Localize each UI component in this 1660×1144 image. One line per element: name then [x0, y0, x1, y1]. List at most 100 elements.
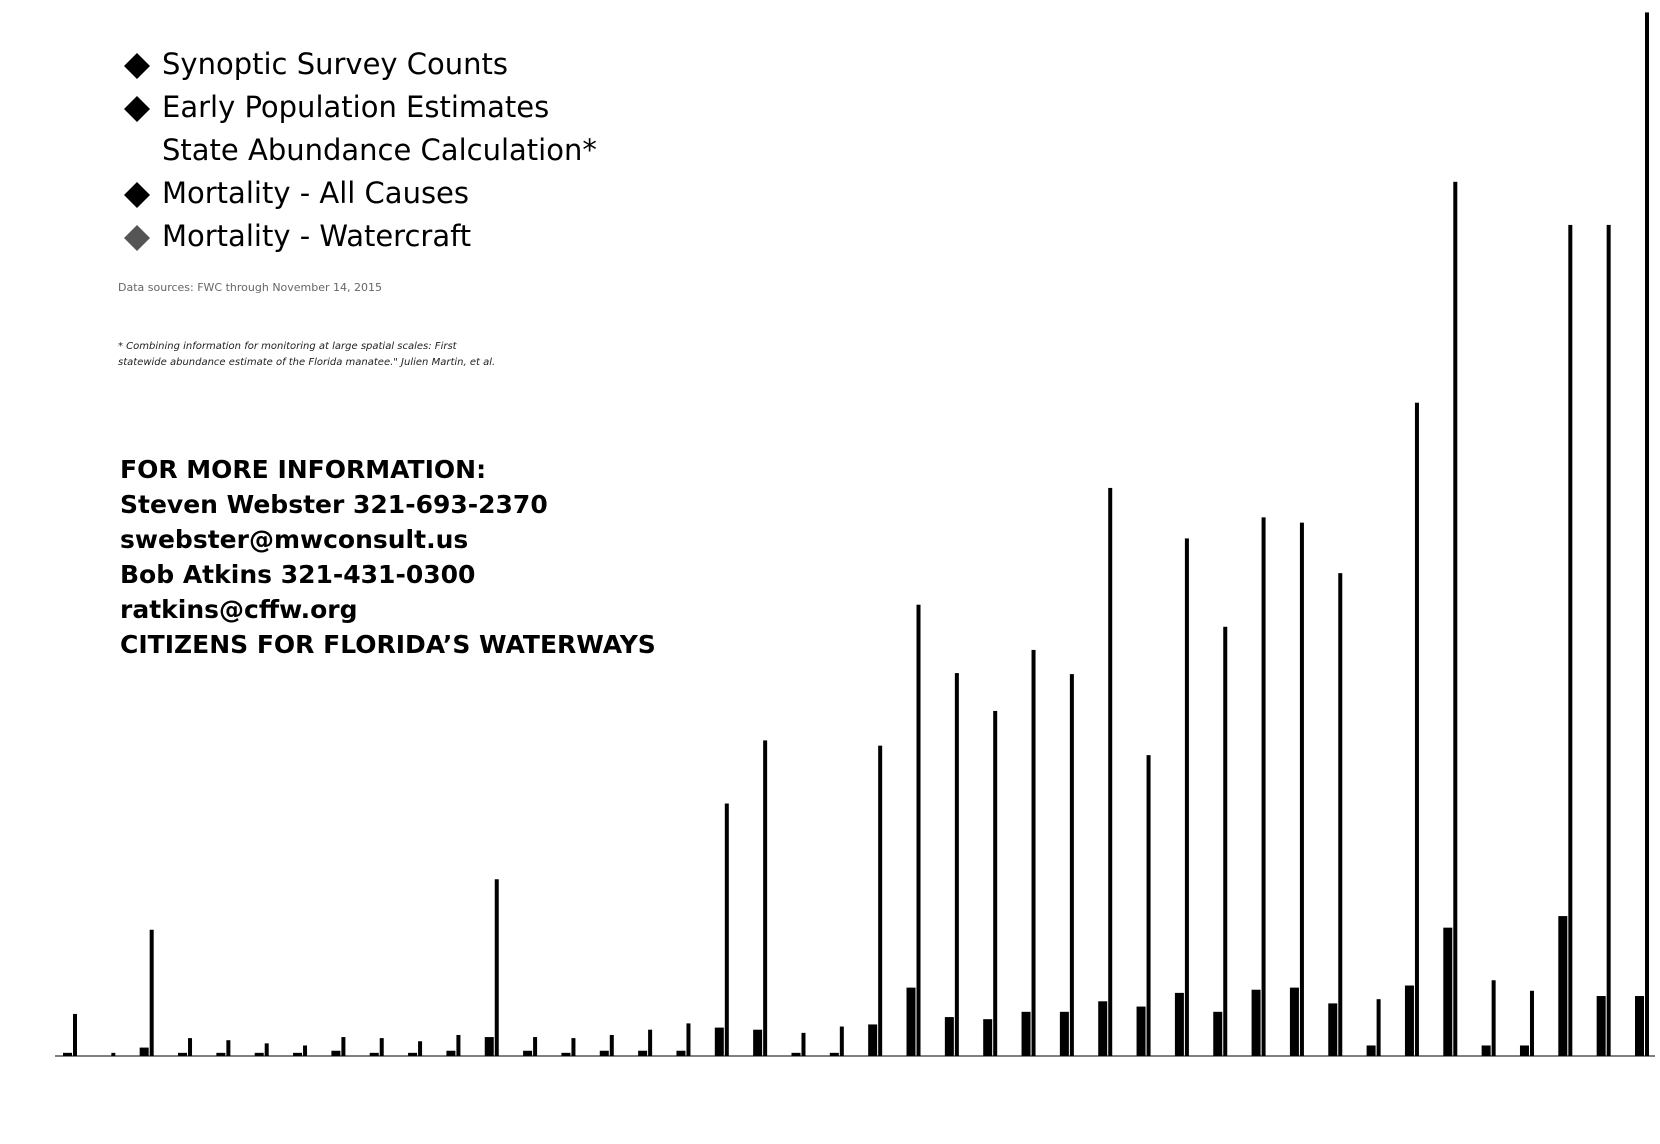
bar — [1136, 1006, 1146, 1056]
bar — [561, 1052, 571, 1056]
bar — [599, 1050, 609, 1056]
bar — [571, 1038, 576, 1056]
bar — [1519, 1045, 1529, 1056]
bar — [676, 1050, 686, 1056]
bar — [1328, 1003, 1338, 1056]
bar — [868, 1024, 878, 1056]
footnote: * Combining information for monitoring a… — [118, 341, 458, 352]
bar — [906, 987, 916, 1056]
source-note: Data sources: FWC through November 14, 2… — [118, 281, 382, 294]
bar — [1059, 1011, 1069, 1056]
bar — [983, 1019, 993, 1056]
bar — [73, 1013, 77, 1056]
bar — [1596, 996, 1606, 1056]
bar — [1289, 987, 1299, 1056]
bar — [1443, 927, 1453, 1056]
legend-label: State Abundance Calculation* — [162, 133, 597, 167]
bar — [1338, 573, 1343, 1056]
legend-marker — [124, 182, 150, 208]
contact-line: Bob Atkins 321-431-0300 — [120, 560, 475, 589]
bar — [446, 1050, 456, 1056]
legend-label: Early Population Estimates — [162, 90, 549, 124]
legend-label: Mortality - Watercraft — [162, 219, 471, 253]
bar — [1606, 224, 1611, 1057]
legend-label: Synoptic Survey Counts — [162, 47, 508, 81]
bar — [1098, 1001, 1108, 1056]
bar — [1635, 996, 1644, 1056]
bar — [178, 1052, 188, 1056]
bar — [293, 1052, 303, 1056]
legend-label: Mortality - All Causes — [162, 176, 469, 210]
bar — [1213, 1011, 1223, 1056]
bar — [533, 1037, 538, 1056]
bar — [1568, 224, 1573, 1057]
bar — [188, 1038, 193, 1056]
bar — [1376, 999, 1381, 1056]
bar — [303, 1045, 308, 1056]
bar — [1453, 181, 1458, 1057]
bar — [791, 1052, 801, 1056]
bar — [714, 1027, 724, 1056]
bar — [1299, 522, 1304, 1056]
bar — [1491, 980, 1496, 1056]
bar — [1414, 402, 1419, 1056]
bar — [944, 1017, 954, 1056]
bar — [1558, 916, 1568, 1056]
bar — [648, 1029, 653, 1056]
contact-line: CITIZENS FOR FLORIDA’S WATERWAYS — [120, 630, 656, 659]
bar — [916, 604, 921, 1056]
bar — [216, 1052, 226, 1056]
bar — [1251, 989, 1261, 1056]
legend-marker — [124, 225, 150, 251]
bar — [1108, 487, 1113, 1056]
bar — [993, 710, 998, 1056]
bar — [763, 740, 768, 1056]
bar — [523, 1050, 533, 1056]
contact-line: FOR MORE INFORMATION: — [120, 455, 486, 484]
bar — [1031, 649, 1036, 1056]
bar — [753, 1029, 763, 1056]
bar — [264, 1043, 269, 1056]
bar — [226, 1040, 231, 1056]
bar — [801, 1032, 806, 1056]
bar — [954, 673, 959, 1056]
contact-line: Steven Webster 321-693-2370 — [120, 490, 548, 519]
bar — [149, 929, 154, 1056]
bar — [638, 1050, 648, 1056]
bar — [1404, 985, 1414, 1056]
bar — [418, 1041, 423, 1056]
bar — [331, 1050, 341, 1056]
bar — [1529, 990, 1534, 1056]
bar — [839, 1026, 844, 1056]
bar — [1481, 1045, 1491, 1056]
legend-marker — [124, 96, 150, 122]
bar — [1261, 517, 1266, 1056]
bar — [341, 1037, 346, 1056]
bar — [456, 1034, 461, 1056]
contact-line: swebster@mwconsult.us — [120, 525, 468, 554]
bar — [724, 803, 729, 1056]
bar — [254, 1052, 264, 1056]
bar — [1184, 538, 1189, 1056]
bar — [484, 1037, 494, 1056]
bar — [878, 745, 883, 1056]
bar — [686, 1023, 691, 1056]
bar — [1366, 1045, 1376, 1056]
legend-marker — [124, 53, 150, 79]
contact-line: ratkins@cffw.org — [120, 595, 358, 624]
bar — [609, 1034, 614, 1056]
bar — [1146, 755, 1151, 1056]
bar — [1021, 1011, 1031, 1056]
bar — [139, 1047, 149, 1056]
bar — [1174, 992, 1184, 1056]
bar — [379, 1038, 384, 1056]
bar — [829, 1052, 839, 1056]
footnote: statewide abundance estimate of the Flor… — [118, 357, 495, 368]
bar — [1645, 12, 1649, 1056]
bar — [111, 1052, 116, 1056]
bar — [1069, 674, 1074, 1056]
bar — [408, 1052, 418, 1056]
bar — [369, 1052, 379, 1056]
bar — [1223, 626, 1228, 1056]
